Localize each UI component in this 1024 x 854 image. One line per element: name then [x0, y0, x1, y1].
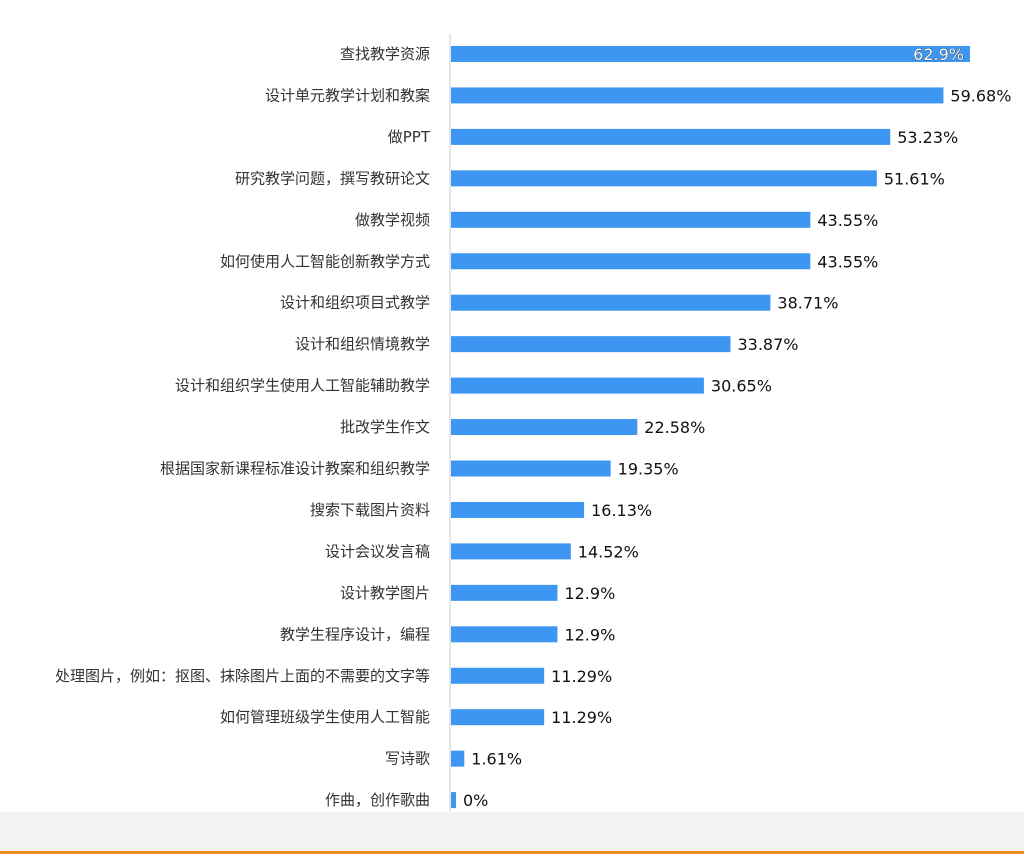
- bar[interactable]: [451, 46, 970, 62]
- category-label: 搜索下载图片资料: [310, 501, 430, 519]
- category-label: 做PPT: [388, 128, 431, 146]
- value-label: 11.29%: [551, 708, 612, 727]
- value-label: 1.61%: [471, 750, 522, 769]
- value-label: 16.13%: [591, 501, 652, 520]
- value-label: 62.9%: [913, 45, 964, 64]
- bar[interactable]: [451, 253, 811, 270]
- bar[interactable]: [451, 377, 704, 394]
- category-label: 根据国家新课程标准设计教案和组织教学: [160, 460, 430, 478]
- value-label: 43.55%: [817, 211, 878, 230]
- footer-accent-line: [0, 851, 1024, 854]
- category-label: 研究教学问题，撰写教研论文: [235, 169, 430, 187]
- category-label: 设计单元教学计划和教案: [265, 86, 430, 104]
- bar[interactable]: [451, 543, 571, 560]
- value-label: 53.23%: [897, 128, 958, 147]
- category-label: 设计教学图片: [340, 584, 430, 602]
- value-label: 59.68%: [950, 86, 1011, 105]
- value-label: 0%: [463, 791, 488, 810]
- bar[interactable]: [451, 501, 585, 518]
- footer-band: [0, 812, 1024, 851]
- bar[interactable]: [451, 750, 465, 767]
- bar-chart: 查找教学资源 62.9% 设计单元教学计划和教案 59.68% 做PPT 53.23% 研究…: [55, 34, 1011, 812]
- chart-svg: 查找教学资源 62.9% 设计单元教学计划和教案 59.68% 做PPT 53.23% 研究…: [55, 34, 1011, 812]
- category-label: 处理图片，例如：抠图、抹除图片上面的不需要的文字等: [55, 667, 430, 685]
- bar[interactable]: [451, 336, 731, 353]
- value-label: 14.52%: [578, 542, 639, 561]
- category-label: 作曲，创作歌曲: [325, 791, 430, 809]
- bar[interactable]: [451, 170, 877, 187]
- value-label: 30.65%: [711, 377, 772, 396]
- value-label: 38.71%: [777, 294, 838, 313]
- bar[interactable]: [451, 87, 944, 104]
- category-label: 如何使用人工智能创新教学方式: [220, 252, 430, 270]
- bar[interactable]: [451, 667, 545, 684]
- bar[interactable]: [451, 460, 611, 477]
- bar[interactable]: [451, 709, 545, 726]
- bar[interactable]: [451, 626, 558, 643]
- category-label: 设计和组织项目式教学: [280, 294, 430, 312]
- value-label: 43.55%: [817, 252, 878, 271]
- category-label: 做教学视频: [355, 211, 430, 229]
- value-label: 12.9%: [564, 625, 615, 644]
- value-label: 51.61%: [884, 169, 945, 188]
- value-label: 33.87%: [737, 335, 798, 354]
- value-label: 19.35%: [618, 460, 679, 479]
- category-label: 查找教学资源: [340, 45, 430, 63]
- bar[interactable]: [451, 128, 891, 145]
- bar[interactable]: [451, 792, 456, 809]
- bar[interactable]: [451, 584, 558, 601]
- value-label: 22.58%: [644, 418, 705, 437]
- value-label: 11.29%: [551, 667, 612, 686]
- bar[interactable]: [451, 419, 638, 436]
- bar[interactable]: [451, 211, 811, 228]
- category-label: 如何管理班级学生使用人工智能: [220, 708, 430, 726]
- category-label: 设计和组织情境教学: [295, 335, 430, 353]
- category-label: 批改学生作文: [340, 418, 430, 436]
- category-label: 设计和组织学生使用人工智能辅助教学: [175, 377, 430, 395]
- value-label: 12.9%: [564, 584, 615, 603]
- category-label: 写诗歌: [385, 750, 430, 768]
- category-label: 设计会议发言稿: [325, 542, 430, 560]
- bar[interactable]: [451, 294, 771, 311]
- category-label: 教学生程序设计，编程: [280, 625, 430, 643]
